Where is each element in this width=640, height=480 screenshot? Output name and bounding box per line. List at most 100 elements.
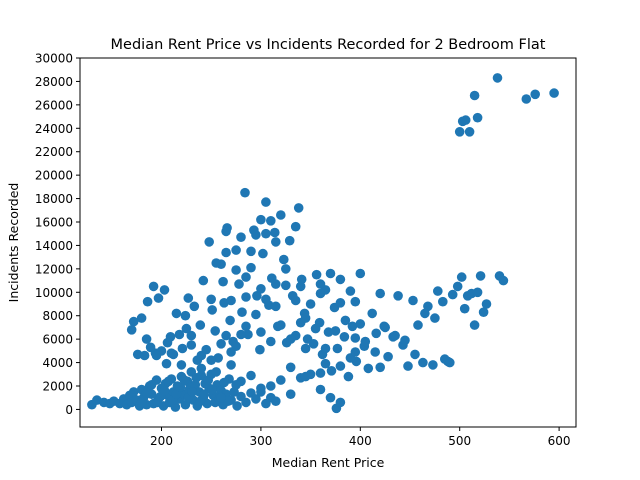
data-point [191, 373, 202, 383]
data-point [325, 268, 336, 279]
data-point [226, 295, 236, 306]
data-point [232, 401, 242, 411]
data-point [251, 309, 261, 320]
data-point [400, 335, 410, 346]
data-point [355, 268, 366, 279]
y-tick-label: 14000 [35, 239, 73, 253]
data-point [271, 396, 281, 407]
data-point [181, 323, 192, 334]
data-point [285, 362, 296, 373]
data-point [266, 381, 276, 391]
y-tick-label: 20000 [35, 169, 73, 183]
data-point [136, 313, 147, 323]
data-point [339, 332, 350, 342]
data-point [350, 296, 361, 307]
data-point [210, 326, 220, 336]
data-point [326, 366, 337, 376]
y-tick-label: 26000 [35, 98, 73, 112]
data-point [207, 305, 217, 315]
data-point [256, 284, 266, 294]
x-tick-label: 500 [448, 434, 471, 448]
data-point [340, 315, 351, 326]
data-point [256, 214, 266, 225]
data-point [196, 363, 207, 374]
data-point [315, 288, 326, 299]
data-point [445, 357, 455, 368]
x-tick-label: 300 [249, 434, 272, 448]
data-point [478, 307, 489, 318]
data-point [363, 363, 374, 374]
data-point [216, 392, 226, 403]
data-point [380, 322, 391, 333]
data-point [469, 90, 480, 101]
data-point [320, 343, 331, 354]
data-point [276, 210, 286, 220]
data-point [240, 187, 250, 198]
data-point [335, 298, 346, 308]
data-point [281, 264, 291, 274]
data-point [300, 343, 311, 354]
data-point [203, 375, 213, 385]
data-point [159, 385, 170, 396]
data-point [231, 341, 241, 352]
data-point [141, 388, 152, 398]
data-point [195, 320, 206, 330]
data-point [350, 333, 361, 343]
data-point [207, 384, 217, 395]
data-point [218, 276, 228, 287]
data-point [370, 347, 381, 357]
data-point [475, 271, 486, 281]
data-point [433, 286, 443, 296]
data-point [139, 350, 150, 361]
data-point [375, 362, 386, 373]
data-point [452, 281, 463, 292]
data-point [276, 320, 286, 330]
data-point [408, 295, 418, 306]
data-point [256, 327, 266, 337]
data-point [311, 269, 322, 280]
data-point [236, 232, 246, 242]
data-point [126, 325, 137, 335]
data-point [231, 245, 241, 255]
data-point [430, 313, 440, 323]
data-point [261, 197, 271, 207]
data-point [375, 288, 386, 299]
data-point [345, 286, 356, 296]
data-point [221, 330, 231, 341]
data-point [285, 389, 296, 400]
plot-frame [79, 57, 577, 428]
data-point [355, 319, 366, 329]
data-point [251, 230, 261, 240]
data-point [171, 308, 182, 319]
data-point [350, 347, 361, 357]
data-point [128, 387, 139, 397]
data-point [186, 330, 197, 341]
data-point [231, 380, 241, 390]
y-tick-label: 10000 [35, 286, 73, 300]
data-point [315, 384, 326, 395]
y-tick-label: 2000 [42, 380, 73, 394]
data-point [255, 344, 265, 355]
data-point [300, 371, 311, 382]
data-point [204, 237, 214, 247]
data-point [418, 357, 428, 368]
x-tick-label: 200 [150, 434, 173, 448]
data-point [165, 332, 176, 342]
data-point [347, 321, 358, 332]
data-point [393, 291, 403, 301]
data-point [163, 376, 174, 387]
data-point [460, 115, 471, 125]
data-point [231, 265, 241, 275]
data-point [256, 383, 266, 394]
data-point [180, 310, 191, 321]
data-point [258, 248, 268, 259]
data-point [153, 293, 164, 303]
y-tick-label: 30000 [35, 52, 73, 66]
y-tick-label: 12000 [35, 262, 73, 276]
data-point [300, 313, 311, 323]
y-axis: 0 2000 4000 6000 8000 10000 12000 14000 16000 180… [35, 52, 80, 417]
x-tick-label: 600 [548, 434, 571, 448]
y-tick-label: 0 [65, 403, 73, 417]
data-point [246, 262, 256, 273]
